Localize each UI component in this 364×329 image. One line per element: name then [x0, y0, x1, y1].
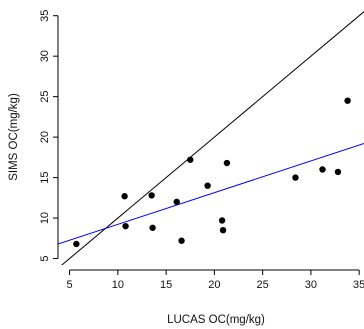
data-point [149, 224, 156, 231]
x-ticks: 5 10 15 20 25 30 35 [67, 270, 364, 291]
points-layer [73, 97, 351, 248]
x-tick-label: 20 [208, 279, 220, 291]
data-point [218, 217, 226, 224]
x-tick-label: 15 [160, 279, 172, 291]
x-tick-label: 35 [353, 279, 364, 291]
y-tick-label: 10 [39, 212, 51, 224]
y-tick-label: 30 [39, 50, 51, 62]
y-tick-label: 25 [39, 91, 51, 103]
y-tick-label: 20 [39, 131, 51, 143]
data-point [121, 193, 128, 200]
data-point [223, 159, 231, 167]
data-point [334, 168, 342, 176]
identity-line [61, 11, 364, 265]
data-point [173, 198, 180, 206]
y-axis-label: SIMS OC(mg/kg) [8, 93, 20, 181]
data-point [148, 192, 155, 199]
y-tick-label: 35 [39, 10, 51, 22]
data-point [319, 166, 326, 173]
y-tick-label: 5 [39, 255, 51, 261]
data-point [187, 156, 194, 163]
data-point [178, 237, 185, 244]
y-tick-label: 15 [39, 171, 51, 183]
x-axis-label: LUCAS OC(mg/kg) [167, 314, 265, 326]
x-tick-label: 5 [67, 279, 73, 291]
data-point [73, 240, 80, 248]
x-tick-label: 30 [305, 279, 317, 291]
regression-line [58, 142, 364, 245]
x-tick-label: 10 [112, 279, 124, 291]
data-point [204, 182, 211, 189]
data-point [292, 174, 299, 181]
lines-layer [58, 11, 364, 265]
x-tick-label: 25 [257, 279, 269, 291]
data-point [344, 97, 351, 104]
y-ticks: 5 10 15 20 25 30 35 [39, 10, 58, 262]
data-point [122, 222, 129, 230]
data-point [219, 226, 227, 234]
